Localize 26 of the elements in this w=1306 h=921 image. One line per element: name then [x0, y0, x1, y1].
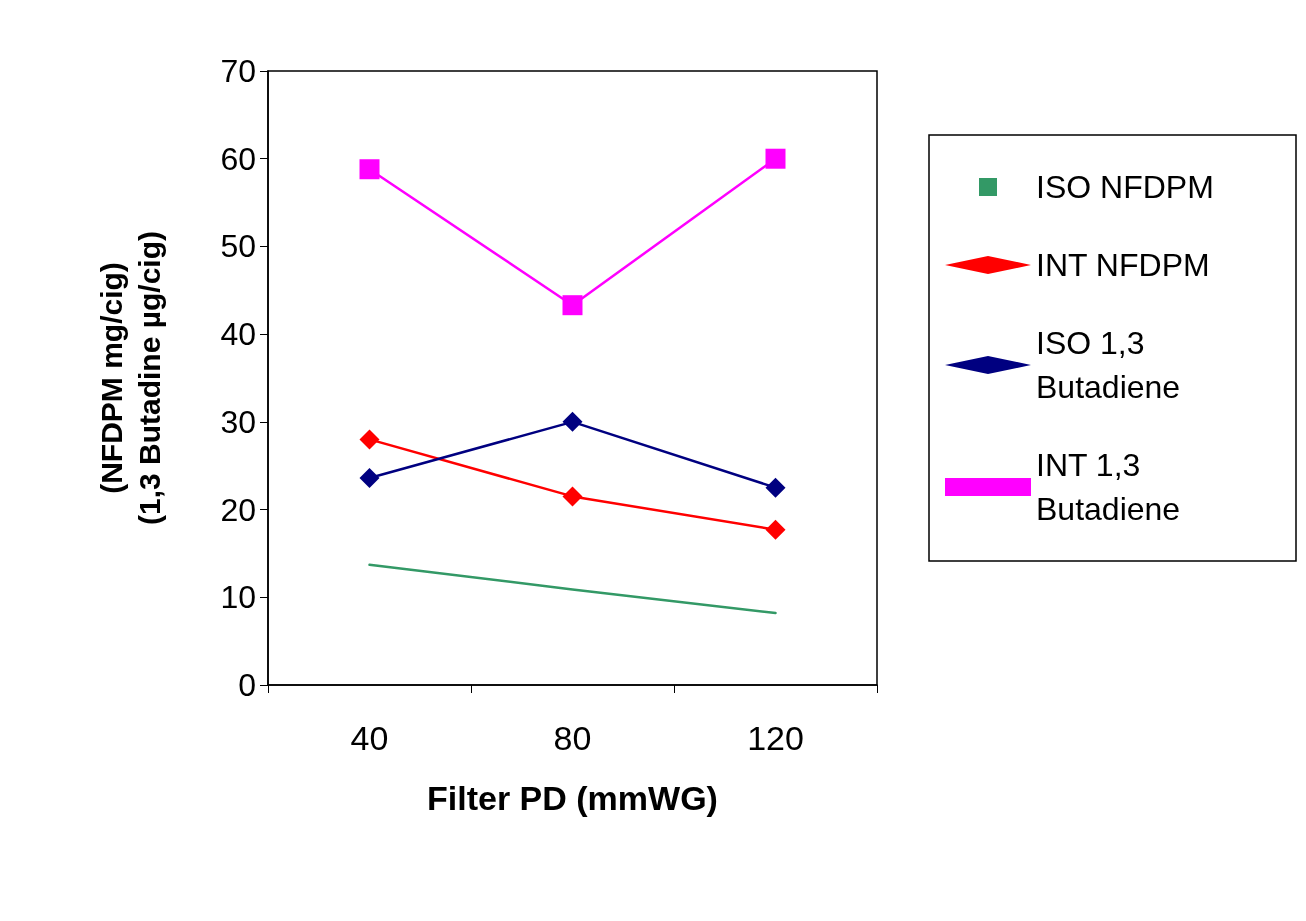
y-tick-label: 20	[220, 491, 256, 528]
y-tick-label: 30	[220, 403, 256, 440]
y-tick-label: 60	[220, 140, 256, 177]
point	[765, 519, 786, 540]
legend-label: ISO NFDPM	[1036, 169, 1214, 205]
x-axis-title: Filter PD (mmWG)	[427, 779, 718, 817]
point	[359, 467, 380, 488]
legend-label: INT 1,3 Butadiene	[1036, 447, 1181, 527]
point	[562, 486, 583, 507]
point	[359, 159, 380, 180]
x-tick-label: 80	[553, 719, 592, 757]
y-tick-label: 10	[220, 579, 256, 616]
legend-label: ISO 1,3 Butadiene	[1036, 325, 1181, 405]
legend-label: INT NFDPM	[1036, 247, 1210, 283]
point	[359, 429, 380, 450]
x-tick-label: 120	[747, 719, 804, 757]
point	[765, 477, 786, 498]
y-tick-label: 40	[220, 316, 256, 353]
y-tick-label: 50	[220, 228, 256, 265]
y-axis-title: (NFDPM mg/cig) (1,3 Butadine µg/cig)	[94, 231, 166, 525]
point	[765, 148, 786, 169]
point	[562, 411, 583, 432]
point	[562, 295, 583, 316]
x-tick-label: 40	[350, 719, 389, 757]
y-tick-label: 70	[220, 53, 256, 89]
y-tick-label: 0	[238, 667, 256, 703]
